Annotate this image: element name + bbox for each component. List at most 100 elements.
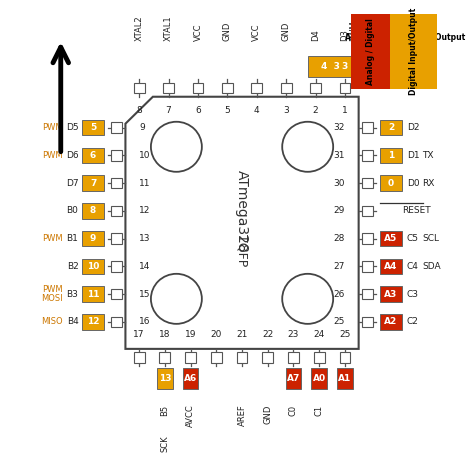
Bar bbox=[82, 259, 104, 274]
Text: 23: 23 bbox=[288, 330, 299, 339]
Text: GND: GND bbox=[282, 21, 291, 41]
Bar bbox=[362, 317, 373, 327]
Text: TQFP: TQFP bbox=[236, 233, 248, 266]
Circle shape bbox=[282, 122, 333, 172]
Bar bbox=[82, 203, 104, 218]
Text: SCL: SCL bbox=[422, 234, 439, 243]
Bar bbox=[380, 231, 402, 246]
Bar bbox=[163, 83, 174, 93]
Text: 10: 10 bbox=[87, 262, 99, 271]
Text: A0: A0 bbox=[313, 374, 326, 383]
Text: C0: C0 bbox=[289, 404, 298, 416]
Bar bbox=[337, 368, 353, 389]
Bar bbox=[111, 233, 122, 244]
Bar bbox=[82, 175, 104, 191]
Bar bbox=[362, 289, 373, 299]
Text: Analog / Digital: Analog / Digital bbox=[366, 18, 375, 85]
Text: 25: 25 bbox=[334, 318, 345, 326]
Text: Analog / Digital: Analog / Digital bbox=[345, 33, 411, 41]
Text: RX: RX bbox=[422, 178, 435, 187]
Bar bbox=[183, 368, 199, 389]
Text: 8: 8 bbox=[90, 207, 96, 215]
Text: Digital Input/Output: Digital Input/Output bbox=[409, 8, 418, 95]
Text: AREF: AREF bbox=[237, 404, 246, 426]
Bar bbox=[192, 83, 203, 93]
Bar bbox=[311, 368, 327, 389]
Text: 5: 5 bbox=[90, 123, 96, 132]
Text: 25: 25 bbox=[339, 330, 351, 339]
Text: D0: D0 bbox=[407, 178, 419, 187]
Bar bbox=[111, 261, 122, 272]
Polygon shape bbox=[126, 97, 359, 349]
Bar bbox=[380, 175, 402, 191]
Text: 18: 18 bbox=[159, 330, 171, 339]
Text: PWM: PWM bbox=[42, 234, 63, 243]
Text: D4: D4 bbox=[311, 29, 320, 41]
Text: D2: D2 bbox=[407, 123, 419, 132]
Bar bbox=[308, 56, 353, 77]
Bar bbox=[111, 150, 122, 161]
Text: 8: 8 bbox=[136, 106, 142, 116]
Bar bbox=[351, 14, 390, 89]
Bar bbox=[157, 368, 173, 389]
Bar bbox=[111, 289, 122, 299]
Text: C2: C2 bbox=[407, 318, 419, 326]
Text: C1: C1 bbox=[315, 404, 324, 416]
Text: XTAL2: XTAL2 bbox=[135, 15, 144, 41]
Bar bbox=[362, 233, 373, 244]
Bar bbox=[82, 120, 104, 135]
Bar bbox=[281, 83, 292, 93]
Bar bbox=[362, 178, 373, 188]
Text: 14: 14 bbox=[139, 262, 151, 271]
Bar bbox=[288, 352, 299, 363]
Text: C3: C3 bbox=[407, 290, 419, 298]
Text: TX: TX bbox=[422, 151, 434, 160]
Text: PWM: PWM bbox=[42, 285, 63, 294]
Text: 24: 24 bbox=[314, 330, 325, 339]
Text: GND: GND bbox=[263, 404, 272, 424]
Bar bbox=[390, 14, 437, 89]
Text: 6: 6 bbox=[195, 106, 201, 116]
Text: A2: A2 bbox=[384, 318, 398, 326]
Bar bbox=[251, 83, 262, 93]
Text: PWM: PWM bbox=[42, 123, 63, 132]
Bar bbox=[362, 122, 373, 133]
Text: VCC: VCC bbox=[193, 23, 202, 41]
Bar bbox=[111, 317, 122, 327]
Text: D1: D1 bbox=[407, 151, 419, 160]
Text: B4: B4 bbox=[67, 318, 78, 326]
Bar bbox=[362, 261, 373, 272]
Text: 11: 11 bbox=[139, 178, 151, 187]
Bar bbox=[314, 352, 325, 363]
Bar bbox=[339, 352, 350, 363]
Bar bbox=[211, 352, 222, 363]
Bar bbox=[111, 122, 122, 133]
Text: B2: B2 bbox=[67, 262, 78, 271]
Bar bbox=[380, 120, 402, 135]
Bar bbox=[134, 83, 145, 93]
Text: A1: A1 bbox=[338, 374, 352, 383]
Text: 31: 31 bbox=[333, 151, 345, 160]
Text: Digital Input/Output: Digital Input/Output bbox=[378, 33, 465, 41]
Text: 0: 0 bbox=[388, 178, 394, 187]
Text: 16: 16 bbox=[139, 318, 151, 326]
Circle shape bbox=[151, 122, 202, 172]
Text: C4: C4 bbox=[407, 262, 419, 271]
Text: 26: 26 bbox=[334, 290, 345, 298]
Text: 7: 7 bbox=[166, 106, 172, 116]
Text: PWM: PWM bbox=[349, 20, 358, 41]
Bar bbox=[222, 83, 233, 93]
Text: 12: 12 bbox=[139, 207, 151, 215]
Text: 27: 27 bbox=[334, 262, 345, 271]
Text: 7: 7 bbox=[90, 178, 96, 187]
Text: A7: A7 bbox=[287, 374, 300, 383]
Text: 19: 19 bbox=[185, 330, 196, 339]
Bar bbox=[380, 259, 402, 274]
Text: 13: 13 bbox=[139, 234, 151, 243]
Text: MOSI: MOSI bbox=[41, 294, 63, 303]
Text: 4: 4 bbox=[254, 106, 260, 116]
Text: SDA: SDA bbox=[422, 262, 441, 271]
Text: 1: 1 bbox=[388, 151, 394, 160]
Text: B1: B1 bbox=[66, 234, 78, 243]
Circle shape bbox=[282, 274, 333, 324]
